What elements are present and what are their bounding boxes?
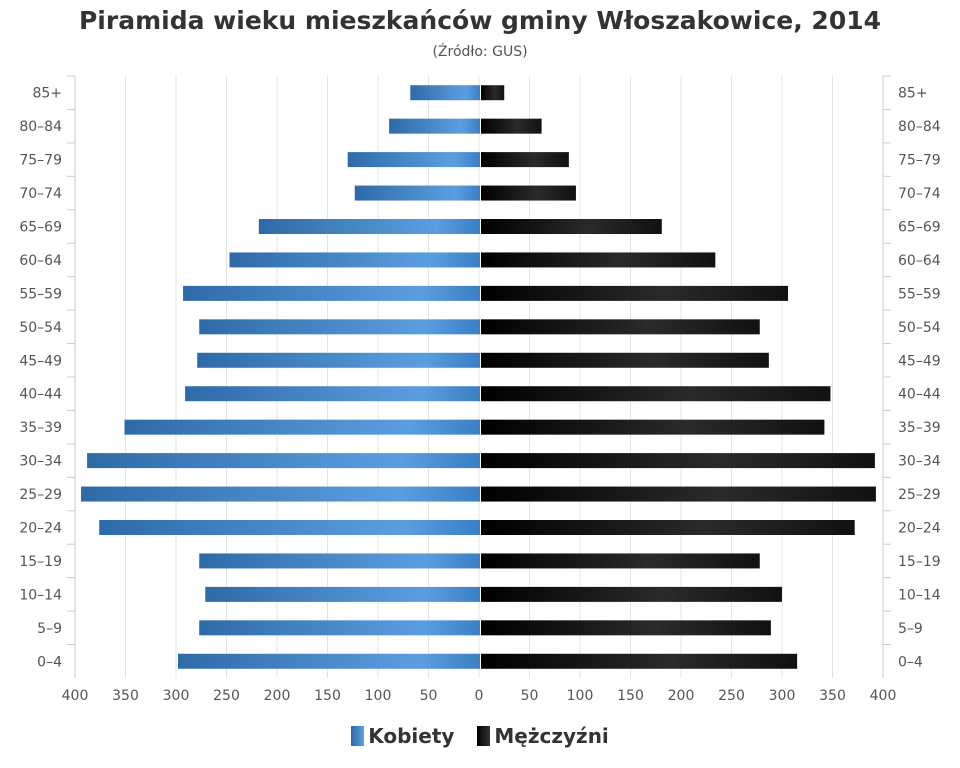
y-tick-label-right: 20–24 bbox=[898, 521, 941, 537]
y-tick-label-left: 55–59 bbox=[19, 286, 62, 302]
y-tick-label-left: 60–64 bbox=[19, 253, 62, 269]
bar-kobiety-15-19 bbox=[199, 553, 480, 569]
bar-mezczyzni-45-49 bbox=[481, 352, 769, 368]
y-tick-label-right: 60–64 bbox=[898, 253, 941, 269]
chart-subtitle: (Źródło: GUS) bbox=[432, 44, 528, 60]
y-tick-label-right: 45–49 bbox=[898, 353, 941, 369]
x-tick-label: 350 bbox=[112, 688, 139, 704]
bar-mezczyzni-30-34 bbox=[481, 453, 875, 469]
legend-label: Mężczyźni bbox=[494, 724, 609, 748]
x-tick-label: 300 bbox=[163, 688, 190, 704]
bar-kobiety-5-9 bbox=[199, 620, 480, 636]
bar-kobiety-45-49 bbox=[197, 352, 480, 368]
bar-mezczyzni-75-79 bbox=[481, 152, 569, 168]
x-tick-label: 250 bbox=[718, 688, 745, 704]
bar-kobiety-10-14 bbox=[205, 586, 480, 602]
y-tick-label-right: 55–59 bbox=[898, 286, 941, 302]
legend-label: Kobiety bbox=[368, 724, 455, 748]
x-tick-label: 100 bbox=[365, 688, 392, 704]
y-tick-label-right: 15–19 bbox=[898, 554, 941, 570]
legend-item-kobiety[interactable]: Kobiety bbox=[351, 724, 454, 748]
y-tick-label-right: 75–79 bbox=[898, 153, 941, 169]
x-tick-label: 50 bbox=[521, 688, 539, 704]
y-tick-label-right: 40–44 bbox=[898, 387, 941, 403]
bar-kobiety-70-74 bbox=[354, 185, 480, 201]
bar-mezczyzni-65-69 bbox=[481, 219, 662, 234]
x-tick-label: 200 bbox=[668, 688, 695, 704]
y-tick-label-left: 25–29 bbox=[19, 487, 62, 503]
y-tick-label-right: 50–54 bbox=[898, 320, 941, 336]
bar-mezczyzni-50-54 bbox=[481, 319, 760, 335]
bar-kobiety-85+ bbox=[410, 85, 480, 101]
bar-mezczyzni-70-74 bbox=[481, 185, 576, 201]
y-tick-label-right: 85+ bbox=[898, 86, 928, 102]
y-tick-label-right: 30–34 bbox=[898, 454, 941, 470]
y-tick-label-right: 80–84 bbox=[898, 119, 941, 135]
bar-mezczyzni-0-4 bbox=[481, 653, 798, 669]
bar-kobiety-0-4 bbox=[178, 653, 480, 669]
y-tick-label-left: 15–19 bbox=[19, 554, 62, 570]
legend-item-mezczyzni[interactable]: Mężczyźni bbox=[477, 724, 609, 748]
x-tick-label: 300 bbox=[769, 688, 796, 704]
bar-kobiety-35-39 bbox=[124, 419, 480, 435]
x-tick-label: 150 bbox=[314, 688, 341, 704]
bar-mezczyzni-35-39 bbox=[481, 419, 825, 435]
bar-kobiety-25-29 bbox=[81, 486, 481, 502]
bar-kobiety-60-64 bbox=[229, 252, 480, 268]
bar-mezczyzni-80-84 bbox=[481, 118, 542, 134]
y-tick-label-left: 65–69 bbox=[19, 220, 62, 236]
bar-kobiety-65-69 bbox=[258, 219, 480, 234]
x-tick-label: 150 bbox=[617, 688, 644, 704]
x-tick-label: 350 bbox=[819, 688, 846, 704]
x-tick-label: 50 bbox=[420, 688, 438, 704]
legend-swatch bbox=[477, 726, 491, 746]
y-tick-label-right: 10–14 bbox=[898, 587, 941, 603]
bar-kobiety-40-44 bbox=[185, 386, 480, 402]
y-tick-label-left: 20–24 bbox=[19, 521, 62, 537]
bar-kobiety-80-84 bbox=[389, 118, 480, 134]
bar-mezczyzni-85+ bbox=[481, 85, 505, 101]
y-tick-label-left: 10–14 bbox=[19, 587, 62, 603]
y-tick-label-left: 50–54 bbox=[19, 320, 62, 336]
bar-mezczyzni-5-9 bbox=[481, 620, 771, 636]
x-tick-label: 100 bbox=[567, 688, 594, 704]
x-tick-label: 0 bbox=[475, 688, 484, 704]
y-tick-label-right: 35–39 bbox=[898, 420, 941, 436]
x-tick-label: 250 bbox=[213, 688, 240, 704]
bar-mezczyzni-15-19 bbox=[481, 553, 760, 569]
y-tick-label-left: 85+ bbox=[32, 86, 62, 102]
x-tick-label: 400 bbox=[62, 688, 89, 704]
y-tick-label-left: 40–44 bbox=[19, 387, 62, 403]
y-tick-label-left: 45–49 bbox=[19, 353, 62, 369]
bar-mezczyzni-55-59 bbox=[481, 285, 789, 301]
bar-kobiety-50-54 bbox=[199, 319, 480, 335]
y-tick-label-left: 80–84 bbox=[19, 119, 62, 135]
y-tick-label-left: 0–4 bbox=[37, 654, 62, 670]
legend-swatch bbox=[351, 726, 365, 746]
bar-mezczyzni-25-29 bbox=[481, 486, 876, 502]
y-tick-label-left: 30–34 bbox=[19, 454, 62, 470]
bar-kobiety-20-24 bbox=[99, 520, 480, 535]
bar-mezczyzni-10-14 bbox=[481, 586, 782, 602]
y-tick-label-right: 5–9 bbox=[898, 621, 923, 637]
bar-mezczyzni-20-24 bbox=[481, 520, 855, 535]
y-tick-label-right: 65–69 bbox=[898, 220, 941, 236]
y-tick-label-right: 70–74 bbox=[898, 186, 941, 202]
legend: Kobiety Mężczyźni bbox=[0, 724, 960, 748]
y-tick-label-right: 25–29 bbox=[898, 487, 941, 503]
y-tick-label-left: 5–9 bbox=[37, 621, 62, 637]
bar-mezczyzni-40-44 bbox=[481, 386, 831, 402]
y-tick-label-left: 35–39 bbox=[19, 420, 62, 436]
y-tick-label-left: 75–79 bbox=[19, 153, 62, 169]
y-tick-label-right: 0–4 bbox=[898, 654, 923, 670]
chart-title: Piramida wieku mieszkańców gminy Włoszak… bbox=[78, 6, 881, 35]
bar-kobiety-75-79 bbox=[347, 152, 480, 168]
bar-kobiety-30-34 bbox=[87, 453, 481, 469]
y-tick-label-left: 70–74 bbox=[19, 186, 62, 202]
x-tick-label: 200 bbox=[264, 688, 291, 704]
bar-kobiety-55-59 bbox=[183, 285, 480, 301]
x-tick-label: 400 bbox=[870, 688, 897, 704]
bar-mezczyzni-60-64 bbox=[481, 252, 716, 268]
